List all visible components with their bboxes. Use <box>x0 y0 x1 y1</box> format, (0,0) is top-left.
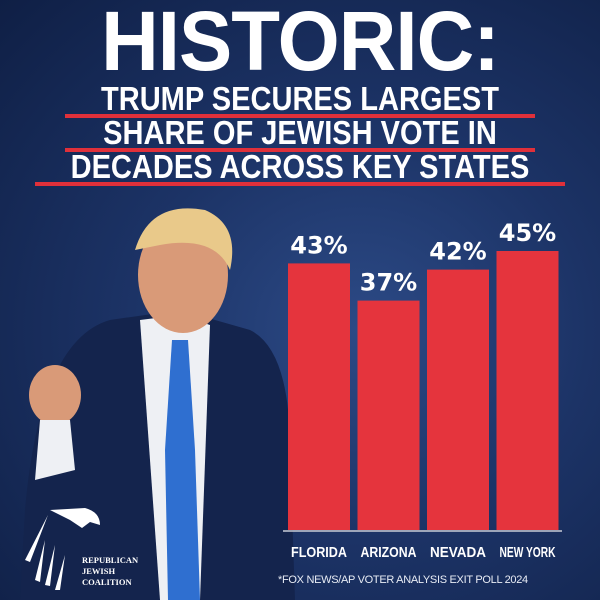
category-label: NEVADA <box>430 544 486 561</box>
subheadline-line-1: TRUMP SECURES LARGEST <box>100 80 500 117</box>
underline <box>35 182 565 186</box>
rjc-eagle-logo <box>25 508 100 590</box>
data-label: 37% <box>360 269 417 297</box>
logo-line: JEWISH <box>82 566 116 576</box>
logo-text: REPUBLICAN JEWISH COALITION <box>82 555 138 588</box>
bar-arizona <box>357 300 420 530</box>
headline: HISTORIC: <box>101 0 500 88</box>
category-label: FLORIDA <box>291 544 347 561</box>
bar-florida <box>288 263 350 530</box>
logo-line: REPUBLICAN <box>82 555 139 565</box>
underline <box>65 148 535 152</box>
category-label: NEW YORK <box>500 544 556 561</box>
data-label: 43% <box>290 231 347 259</box>
bar-new-york <box>496 251 559 530</box>
data-label: 42% <box>429 238 486 266</box>
logo-line: COALITION <box>82 577 132 587</box>
category-label: ARIZONA <box>361 544 417 561</box>
underline <box>65 114 535 118</box>
subheadline-line-3: DECADES ACROSS KEY STATES <box>70 148 530 185</box>
subheadline-line-2: SHARE OF JEWISH VOTE IN <box>103 114 497 151</box>
footnote: *FOX NEWS/AP VOTER ANALYSIS EXIT POLL 20… <box>278 574 528 586</box>
data-label: 45% <box>499 219 556 247</box>
bar-nevada <box>427 269 489 530</box>
speaker-photo <box>20 208 295 600</box>
